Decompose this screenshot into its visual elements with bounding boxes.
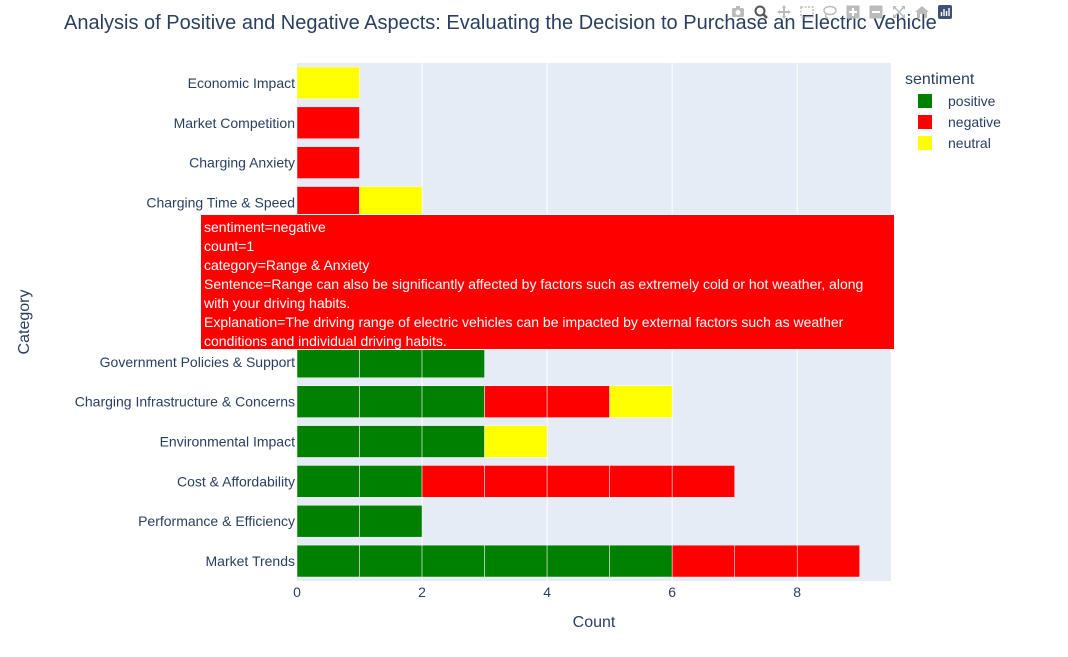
bar-negative[interactable] xyxy=(421,465,485,498)
x-tick-labels: 0 2 4 6 8 xyxy=(293,584,801,600)
bar-neutral[interactable] xyxy=(296,66,360,100)
home-icon[interactable] xyxy=(912,2,931,21)
chart-title: Analysis of Positive and Negative Aspect… xyxy=(64,12,937,34)
x-tick-label: 8 xyxy=(793,584,801,600)
bar-positive[interactable] xyxy=(359,385,423,418)
bar-negative[interactable] xyxy=(546,465,610,498)
bar-positive[interactable] xyxy=(546,544,610,578)
box-select-icon[interactable] xyxy=(797,2,816,21)
bar-negative[interactable] xyxy=(484,385,548,418)
autoscale-icon[interactable] xyxy=(889,2,908,21)
y-tick-label: Government Policies & Support xyxy=(100,354,295,370)
legend-label-positive[interactable]: positive xyxy=(948,93,996,109)
bar-positive[interactable] xyxy=(421,544,485,578)
bar-positive[interactable] xyxy=(421,345,485,379)
bar-negative[interactable] xyxy=(296,106,360,139)
bar-positive[interactable] xyxy=(296,425,360,458)
bar-positive[interactable] xyxy=(359,505,423,538)
x-tick-label: 2 xyxy=(418,584,426,600)
bar-negative[interactable] xyxy=(296,146,360,179)
x-tick-label: 0 xyxy=(293,584,301,600)
bar-negative[interactable] xyxy=(546,385,610,418)
hover-line-sentence: Sentence=Range can also be significantly… xyxy=(204,276,864,311)
y-tick-label: Performance & Efficiency xyxy=(138,513,295,529)
y-tick-label: Charging Infrastructure & Concerns xyxy=(75,394,295,410)
legend-swatch-negative[interactable] xyxy=(918,115,932,129)
bar-positive[interactable] xyxy=(296,544,360,578)
hover-line-explanation: Explanation=The driving range of electri… xyxy=(204,314,844,349)
plotly-logo-icon[interactable] xyxy=(935,2,954,21)
zoom-in-icon[interactable] xyxy=(843,2,862,21)
bar-positive[interactable] xyxy=(296,505,360,538)
hover-line-category: category=Range & Anxiety xyxy=(204,257,370,273)
y-tick-label: Environmental Impact xyxy=(160,434,296,450)
hover-line-sentiment: sentiment=negative xyxy=(204,219,326,235)
bar-negative[interactable] xyxy=(796,544,860,578)
bar-positive[interactable] xyxy=(421,385,485,418)
modebar xyxy=(728,2,954,22)
y-tick-label: Economic Impact xyxy=(188,75,295,91)
bar-negative[interactable] xyxy=(484,465,548,498)
legend-label-negative[interactable]: negative xyxy=(948,114,1001,130)
zoom-out-icon[interactable] xyxy=(866,2,885,21)
y-tick-label: Charging Time & Speed xyxy=(146,194,295,210)
camera-icon[interactable] xyxy=(728,2,747,21)
bar-negative[interactable] xyxy=(671,544,735,578)
y-tick-label: Charging Anxiety xyxy=(189,155,295,171)
y-tick-label: Market Trends xyxy=(206,553,295,569)
legend-swatch-neutral[interactable] xyxy=(918,136,932,150)
legend: sentiment positive negative neutral xyxy=(905,71,1001,151)
bar-neutral[interactable] xyxy=(359,186,423,219)
bar-positive[interactable] xyxy=(296,465,360,498)
bar-neutral[interactable] xyxy=(484,425,548,458)
hover-tooltip: sentiment=negative count=1 category=Rang… xyxy=(200,214,895,350)
bar-positive[interactable] xyxy=(359,544,423,578)
pan-icon[interactable] xyxy=(774,2,793,21)
bar-neutral[interactable] xyxy=(609,385,673,418)
hover-line-count: count=1 xyxy=(204,238,255,254)
legend-title: sentiment xyxy=(905,71,975,88)
x-tick-label: 4 xyxy=(543,584,551,600)
zoom-icon[interactable] xyxy=(751,2,770,21)
bar-positive[interactable] xyxy=(359,425,423,458)
bar-negative[interactable] xyxy=(609,465,673,498)
y-tick-label: Market Competition xyxy=(174,115,295,131)
bar-negative[interactable] xyxy=(734,544,798,578)
bar-positive[interactable] xyxy=(484,544,548,578)
lasso-icon[interactable] xyxy=(820,2,839,21)
bar-negative[interactable] xyxy=(671,465,735,498)
legend-label-neutral[interactable]: neutral xyxy=(948,135,991,151)
bars xyxy=(296,66,860,578)
x-axis-title: Count xyxy=(573,614,616,631)
bar-positive[interactable] xyxy=(359,465,423,498)
y-axis-title: Category xyxy=(16,290,33,355)
y-tick-label: Cost & Affordability xyxy=(177,473,295,489)
legend-swatch-positive[interactable] xyxy=(918,94,932,108)
bar-positive[interactable] xyxy=(296,385,360,418)
x-tick-label: 6 xyxy=(668,584,676,600)
bar-positive[interactable] xyxy=(421,425,485,458)
bar-positive[interactable] xyxy=(609,544,673,578)
